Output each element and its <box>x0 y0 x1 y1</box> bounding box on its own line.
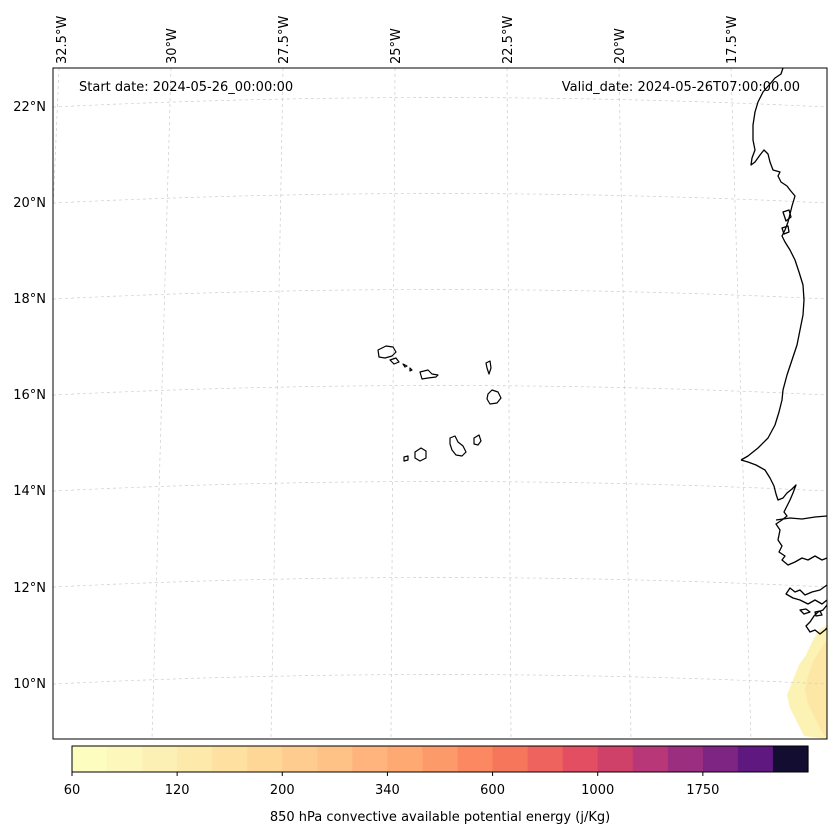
island-fogo <box>414 447 427 462</box>
colorbar-swatches <box>72 746 809 772</box>
colorbar-tick-label: 1750 <box>686 783 719 798</box>
latitude-labels: 22°N 20°N 18°N 16°N 14°N 12°N 10°N <box>13 100 46 692</box>
gridline-lon-30 <box>151 67 172 740</box>
lon-label: 20°W <box>613 28 628 64</box>
gridline-lon-25 <box>390 67 396 740</box>
gridline-lat-14 <box>52 481 828 492</box>
colorbar-tick-label: 340 <box>375 783 400 798</box>
africa-coast-south <box>740 459 828 566</box>
lon-label: 17.5°W <box>725 16 740 64</box>
lat-label: 22°N <box>13 100 46 115</box>
gridline-lon-17-5 <box>730 67 752 740</box>
gridline-lat-22 <box>52 97 828 108</box>
gambia-river <box>775 515 828 521</box>
colorbar-swatch <box>562 746 599 772</box>
coastline <box>740 67 828 635</box>
colorbar-swatch <box>317 746 353 772</box>
colorbar-border <box>71 745 809 773</box>
colorbar-swatch <box>772 746 809 772</box>
island-santo-antao <box>377 345 397 359</box>
lat-label: 12°N <box>13 581 46 596</box>
colorbar-tick-label: 200 <box>270 783 295 798</box>
colorbar-swatch <box>457 746 494 772</box>
lat-label: 20°N <box>13 196 46 211</box>
colorbar-label: 850 hPa convective available potential e… <box>270 810 610 825</box>
gridlines <box>52 67 828 740</box>
longitude-labels: 32.5°W 30°W 27.5°W 25°W 22.5°W 20°W 17.5… <box>55 16 740 64</box>
colorbar-swatch <box>702 746 739 772</box>
colorbar-tick-label: 1000 <box>581 783 614 798</box>
gridline-lon-20 <box>618 67 632 740</box>
colorbar-swatch <box>107 746 143 772</box>
gridline-lon-27-5 <box>270 67 284 740</box>
gridline-lat-12 <box>52 577 828 588</box>
colorbar-swatch <box>527 746 564 772</box>
gridline-lat-10 <box>52 674 828 685</box>
colorbar-ticks: 60 120 200 340 600 1000 1750 <box>64 772 719 798</box>
gridline-lat-18 <box>52 289 828 300</box>
colorbar-tick-label: 600 <box>480 783 505 798</box>
lon-label: 27.5°W <box>277 16 292 64</box>
colorbar-swatch <box>492 746 529 772</box>
cape-verde-islands <box>377 345 502 462</box>
colorbar-swatch <box>667 746 704 772</box>
map-panel <box>52 67 828 740</box>
gridline-lon-22-5 <box>506 67 512 740</box>
colorbar-swatch <box>212 746 248 772</box>
lat-label: 14°N <box>13 484 46 499</box>
island-santa-luzia <box>402 363 408 368</box>
map-border <box>52 67 828 740</box>
colorbar-swatch <box>247 746 283 772</box>
colorbar-swatch <box>352 746 389 772</box>
colorbar-tick-label: 120 <box>165 783 190 798</box>
guinea-islands <box>799 608 823 617</box>
lat-label: 16°N <box>13 388 46 403</box>
colorbar-swatch <box>387 746 424 772</box>
island-raso <box>409 367 413 372</box>
island-boa-vista <box>486 389 502 405</box>
valid-date-label: Valid_date: 2024-05-26T07:00:00.00 <box>562 80 800 95</box>
gridline-lat-16 <box>52 385 828 396</box>
colorbar-swatch <box>737 746 774 772</box>
lat-label: 18°N <box>13 292 46 307</box>
island-maio <box>473 434 482 446</box>
lon-label: 30°W <box>165 28 180 64</box>
colorbar-swatch <box>597 746 634 772</box>
africa-coast-north <box>740 67 805 461</box>
colorbar-swatch <box>282 746 318 772</box>
island-sao-vicente <box>389 357 400 365</box>
colorbar-swatch <box>72 746 108 772</box>
start-date-label: Start date: 2024-05-26_00:00:00 <box>79 80 293 95</box>
lon-label: 32.5°W <box>55 16 70 64</box>
island-santiago <box>449 435 467 457</box>
lon-label: 25°W <box>389 28 404 64</box>
guinea-bissau-coast <box>785 584 828 605</box>
island-sal <box>485 360 492 375</box>
cape-field-inner <box>805 640 827 738</box>
gridline-lat-20 <box>52 193 828 204</box>
lon-label: 22.5°W <box>501 16 516 64</box>
lat-label: 10°N <box>13 677 46 692</box>
colorbar: 60 120 200 340 600 1000 1750 850 hPa convectiv… <box>64 745 809 825</box>
colorbar-swatch <box>142 746 178 772</box>
island-brava <box>403 455 409 462</box>
colorbar-tick-label: 60 <box>64 783 81 798</box>
island-sao-nicolau <box>419 369 439 380</box>
colorbar-swatch <box>632 746 669 772</box>
colorbar-swatch <box>422 746 459 772</box>
cape-field <box>787 625 827 739</box>
colorbar-swatch <box>177 746 213 772</box>
cape-blanc-peninsula <box>781 209 792 235</box>
map-background <box>53 68 827 739</box>
